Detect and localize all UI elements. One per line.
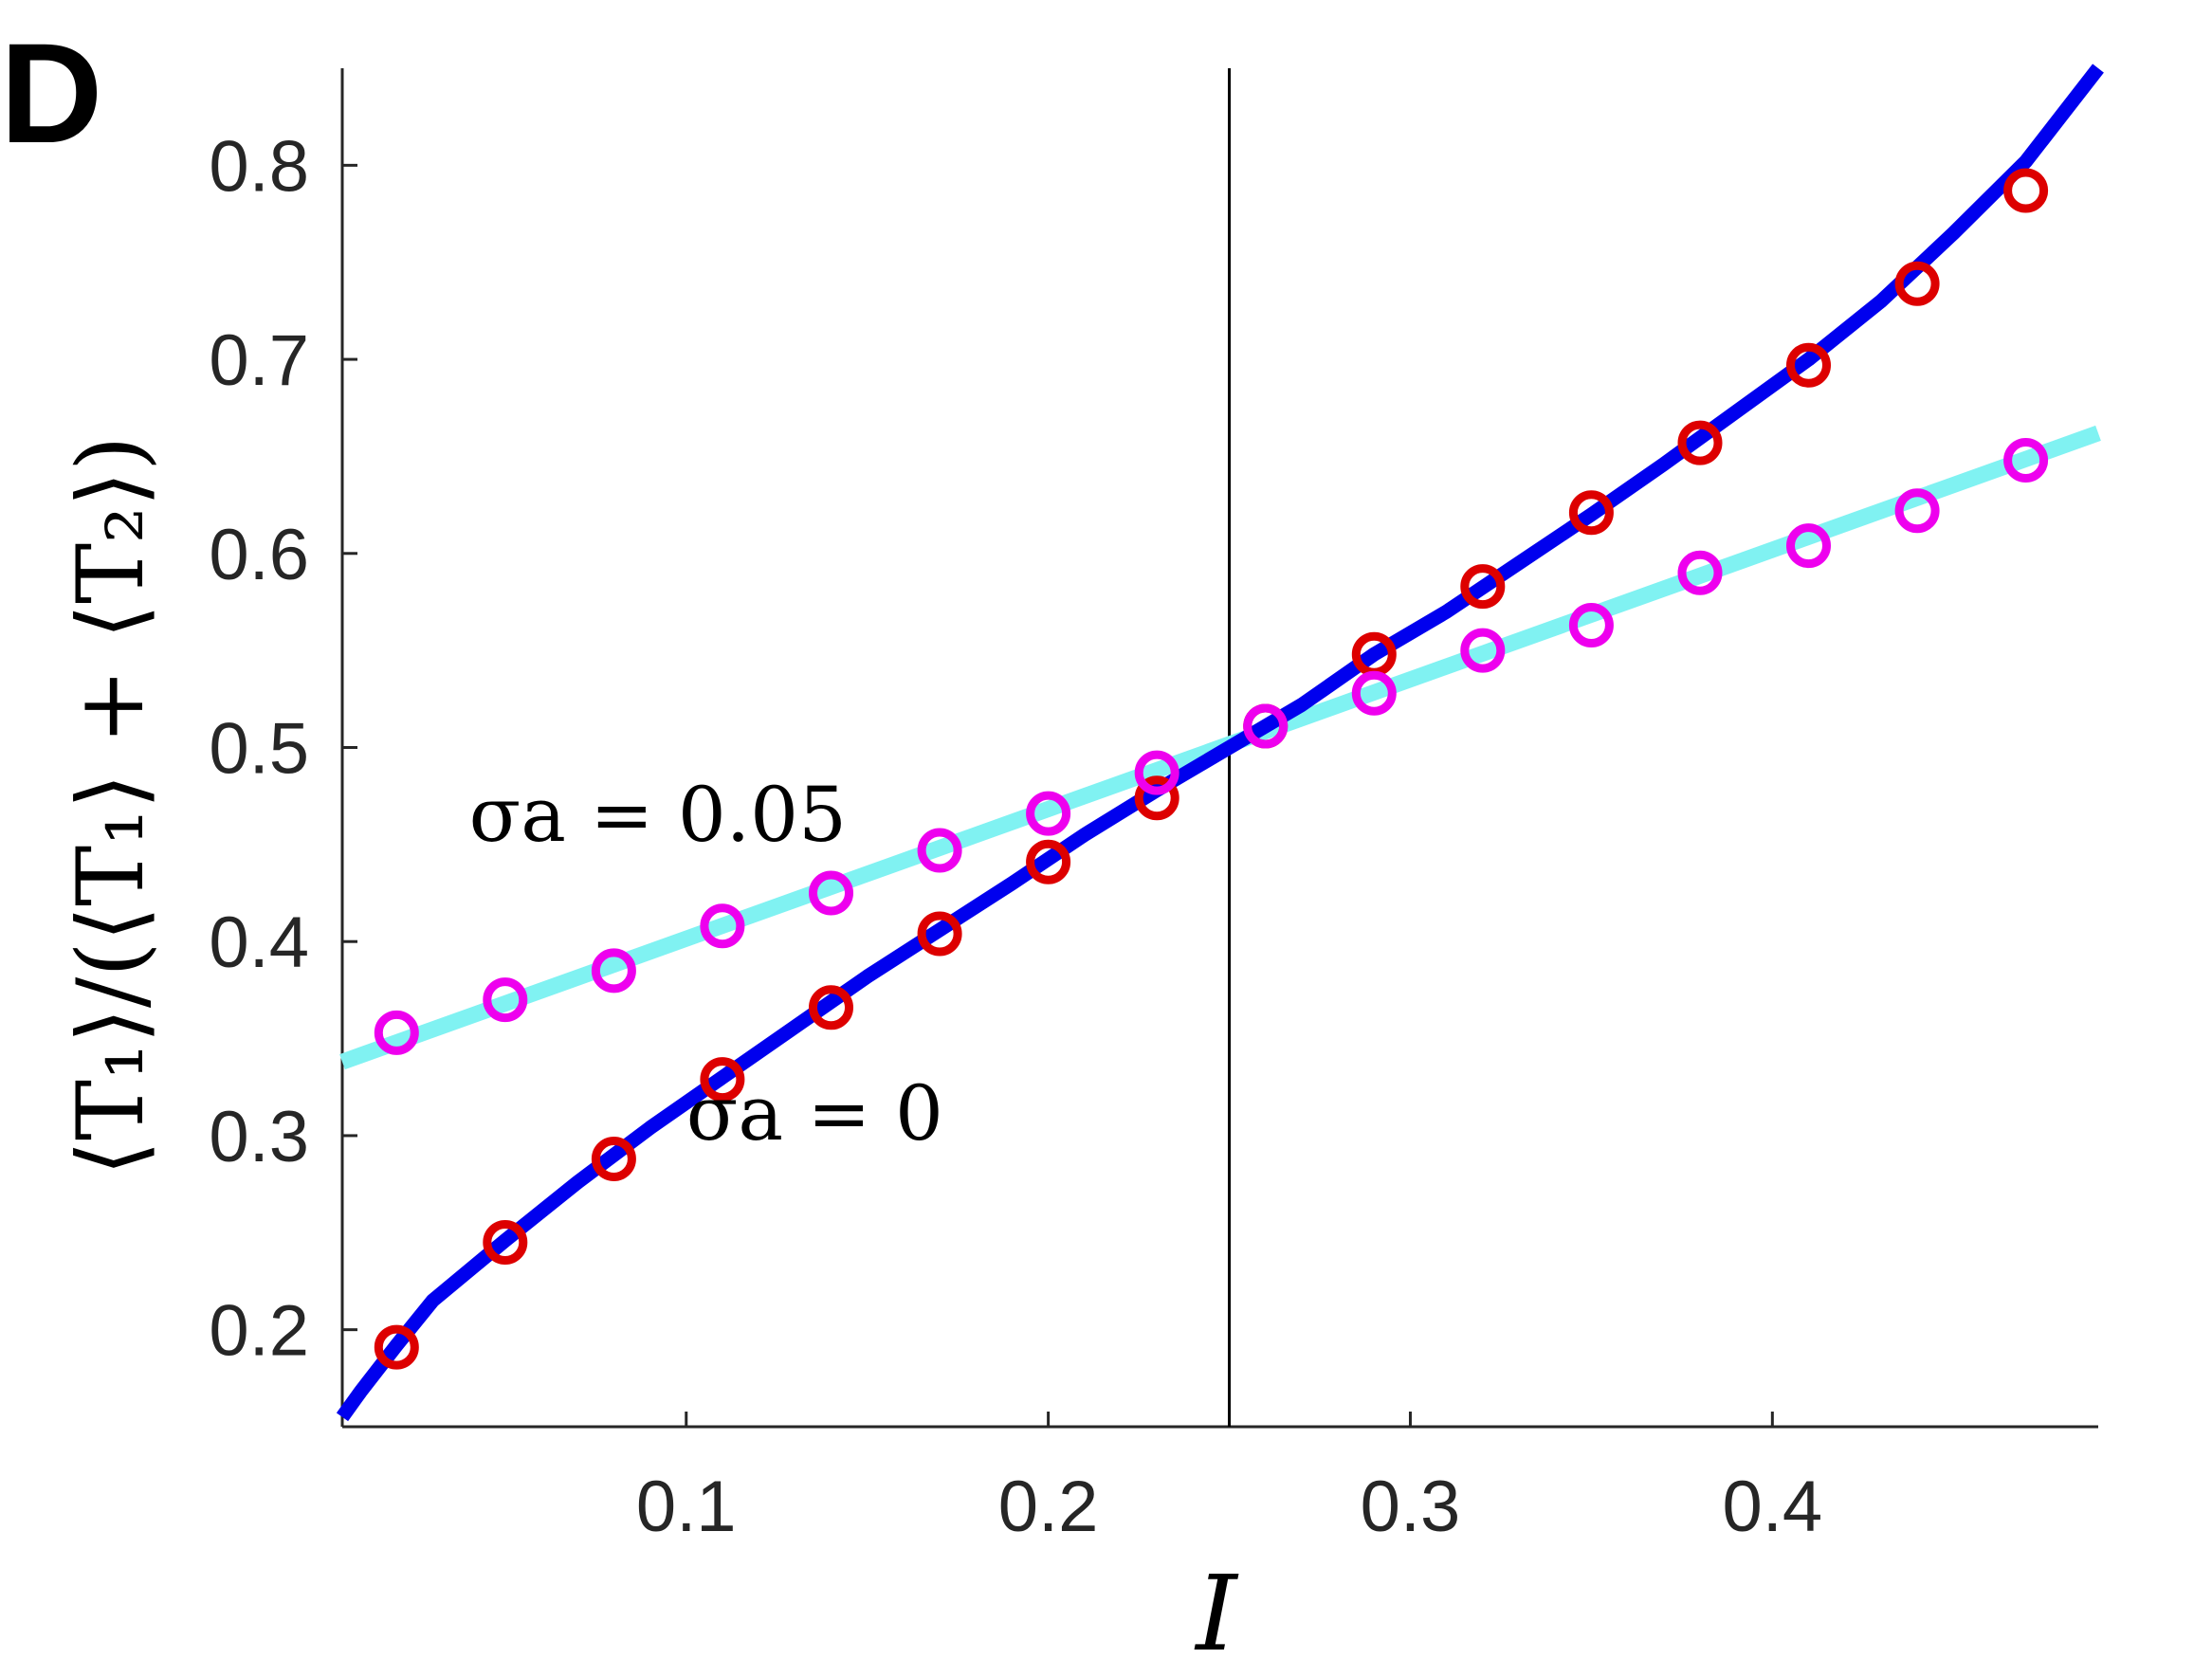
x-tick-label: 0.3	[1361, 1467, 1461, 1547]
data-point-marker	[700, 903, 745, 949]
data-point-marker	[1134, 775, 1179, 821]
data-point-marker	[700, 1057, 745, 1103]
data-point-marker	[1568, 490, 1614, 536]
series-lines	[336, 64, 2104, 1422]
data-point-marker	[809, 985, 853, 1030]
data-point-marker	[1243, 703, 1289, 749]
data-point-marker	[917, 828, 962, 873]
data-point-marker	[809, 870, 853, 916]
data-point-marker	[1568, 603, 1614, 647]
series-annotation: σa = 0	[686, 1069, 943, 1158]
data-point-marker	[1894, 261, 1940, 306]
data-point-marker	[483, 977, 528, 1023]
y-axis-label: ⟨T₁⟩/(⟨T₁⟩ + ⟨T₂⟩)	[58, 436, 164, 1176]
data-point-marker	[1677, 420, 1723, 465]
data-point-marker	[374, 1324, 419, 1370]
data-point-marker	[483, 1220, 528, 1265]
y-tick-label: 0.7	[209, 320, 309, 401]
annotations: σa = 0.05 σa = 0	[469, 771, 943, 1158]
y-tick-label: 0.8	[209, 126, 309, 207]
panel-label: D	[0, 13, 102, 173]
y-tick-label: 0.4	[209, 902, 309, 983]
data-point-marker	[591, 948, 636, 994]
series-points	[374, 168, 2049, 1370]
data-point-marker	[1460, 564, 1506, 610]
x-axis-label: I	[1194, 1553, 1239, 1659]
data-point-marker	[374, 1010, 419, 1055]
series-annotation: σa = 0.05	[469, 771, 847, 859]
y-tick-label: 0.3	[209, 1097, 309, 1177]
y-ticks: 0.2 0.3 0.4 0.5 0.6 0.7 0.8	[209, 126, 357, 1372]
data-point-marker	[1460, 628, 1506, 673]
x-tick-label: 0.2	[998, 1467, 1099, 1547]
x-tick-label: 0.4	[1723, 1467, 1823, 1547]
data-point-marker	[1786, 342, 1831, 388]
data-point-marker	[591, 1137, 636, 1181]
data-point-marker	[2003, 168, 2049, 213]
y-tick-label: 0.6	[209, 515, 309, 595]
data-point-marker	[1026, 839, 1071, 884]
data-point-marker	[1026, 791, 1071, 836]
data-point-marker	[1786, 523, 1831, 569]
y-tick-label: 0.2	[209, 1291, 309, 1372]
x-tick-label: 0.1	[636, 1467, 737, 1547]
data-point-marker	[1351, 670, 1397, 716]
data-point-marker	[1134, 750, 1179, 795]
data-point-marker	[2003, 438, 2049, 483]
data-point-marker	[917, 911, 962, 957]
y-tick-label: 0.5	[209, 709, 309, 790]
x-ticks: 0.1 0.2 0.3 0.4	[636, 1412, 1822, 1547]
data-point-marker	[1894, 488, 1940, 534]
data-point-marker	[1677, 550, 1723, 595]
